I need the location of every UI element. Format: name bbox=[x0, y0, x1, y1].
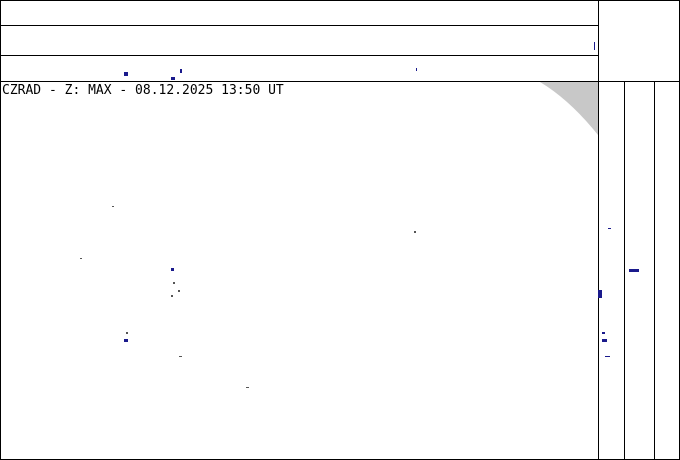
echo bbox=[171, 268, 174, 271]
echo bbox=[180, 69, 182, 73]
echo bbox=[598, 290, 602, 298]
echo bbox=[124, 339, 128, 342]
echo bbox=[416, 68, 417, 71]
echo bbox=[594, 42, 595, 50]
echo bbox=[124, 72, 128, 76]
radar-echoes bbox=[124, 42, 639, 357]
echo bbox=[602, 339, 607, 342]
radar-noise bbox=[80, 206, 416, 388]
echo bbox=[602, 332, 605, 334]
echo bbox=[608, 228, 611, 229]
echo bbox=[171, 77, 175, 80]
echo bbox=[629, 269, 639, 272]
out-of-range-area bbox=[540, 82, 598, 135]
radar-title: CZRAD - Z: MAX - 08.12.2025 13:50 UT bbox=[2, 83, 284, 98]
echo bbox=[605, 356, 610, 357]
